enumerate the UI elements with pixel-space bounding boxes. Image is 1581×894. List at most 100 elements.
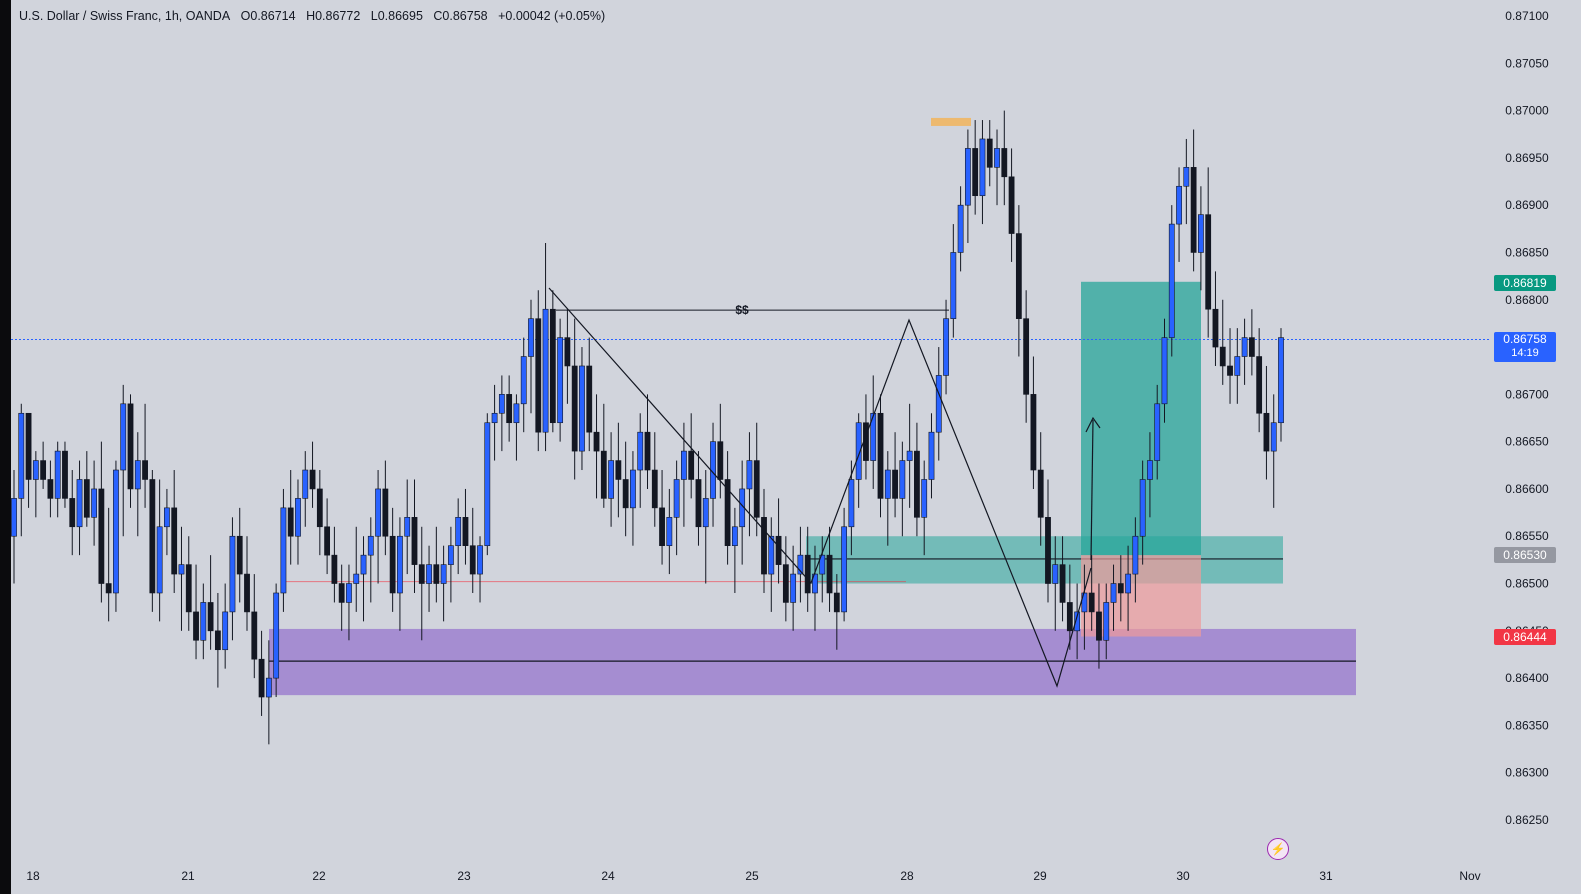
candle-body [586,365,593,433]
y-tick-label: 0.86550 [1505,529,1549,543]
candle-body [833,592,840,613]
candle-body [775,535,782,565]
candle-body [1263,412,1270,452]
candle-body [498,394,505,414]
candle-body [251,611,258,660]
liquidity-label: $$ [735,303,749,317]
candle-body [528,318,534,357]
candle-body [506,394,513,424]
chart-panel[interactable]: 0.87100 0.87050 0.87000 0.86950 0.86900 0.868… [11,0,1581,894]
candle-body [244,573,250,613]
candle-body [1059,564,1066,603]
candle-body [469,545,476,575]
candle-body [491,412,498,424]
symbol-title: U.S. Dollar / Swiss Franc, 1h, OANDA [19,9,231,23]
candle-body [928,431,935,480]
candle-body [1117,583,1124,594]
candle-body [236,535,243,575]
price-chart[interactable]: 0.87100 0.87050 0.87000 0.86950 0.86900 0.868… [11,0,1581,894]
entry-price-tag: 0.86530 [1494,547,1556,563]
candle-body [972,148,979,197]
candle-body [265,677,272,698]
candle-body [360,554,367,575]
structure-path [548,287,1092,688]
candle-body [164,507,170,528]
candle-body [819,554,826,575]
candle-body [1183,167,1190,187]
candle-body [943,318,949,376]
candle-body [651,469,658,509]
candle-body [848,479,855,528]
candle-body [892,469,898,499]
candle-body [724,479,731,546]
candle-body [484,422,491,546]
candle-body [105,583,112,594]
x-tick-label: 21 [181,869,195,883]
candle-body [287,507,294,537]
candle-body [957,204,964,253]
x-tick-label: 23 [457,869,471,883]
candle-body [1015,233,1022,319]
candle-body [178,564,185,575]
candle-body [826,554,833,594]
candle-body [790,573,797,603]
candle-body [426,564,432,584]
x-tick-label: 29 [1033,869,1047,883]
candle-body [397,535,403,594]
y-tick-label: 0.86250 [1505,813,1549,827]
candle-body [615,460,622,480]
candle-body [40,460,47,480]
target-price-value: 0.86819 [1503,276,1547,290]
candle-body [404,517,411,537]
candle-body [171,507,178,575]
last-price-tag: 0.86758 14:19 [1494,332,1556,362]
candle-body [1227,365,1233,376]
lightning-icon[interactable]: ⚡ [1267,838,1289,860]
candle-body [346,583,352,603]
stop-price-tag: 0.86444 [1494,629,1556,645]
candle-body [440,564,447,584]
candle-body [69,498,76,528]
candle-body [1147,460,1153,480]
candle-body [797,554,804,575]
candle-body [1030,394,1037,471]
symbol-legend: U.S. Dollar / Swiss Franc, 1h, OANDA O0.… [19,9,612,23]
ohlc-change: +0.00042 (+0.05%) [498,9,606,23]
candle-body [433,564,440,584]
ohlc-high: H0.86772 [306,9,361,23]
x-tick-label: 28 [900,869,914,883]
y-tick-label: 0.86500 [1505,577,1549,591]
candle-body [25,412,32,480]
demand-zone [269,628,1356,696]
stop-price-value: 0.86444 [1503,630,1547,644]
candle-body [731,526,738,546]
y-tick-label: 0.86300 [1505,766,1549,780]
candle-body [520,356,527,405]
candle-body [673,479,680,518]
candle-body [899,460,906,499]
candle-body [316,488,323,528]
candle-body [571,365,578,452]
candle-body [91,488,97,518]
y-tick-label: 0.87000 [1505,104,1549,118]
candle-body [608,460,614,499]
candle-body [884,469,891,499]
candle-body [994,148,1000,168]
candle-body [761,517,767,575]
x-tick-label: Nov [1459,869,1480,883]
candle-body [1001,148,1008,178]
ohlc-open: O0.86714 [240,9,296,23]
candle-body [1212,308,1219,348]
candle-body [600,450,607,499]
candle-body [914,450,920,518]
candle-body [156,526,163,594]
candle-body [418,564,425,584]
candle-body [1248,337,1255,357]
candle-body [666,517,673,546]
projection-arrow [1090,419,1094,561]
y-tick-label: 0.87050 [1505,56,1549,70]
candle-body [841,526,848,613]
y-tick-label: 0.86650 [1505,435,1549,449]
candle-body [1270,422,1277,452]
candle-body [717,441,724,480]
